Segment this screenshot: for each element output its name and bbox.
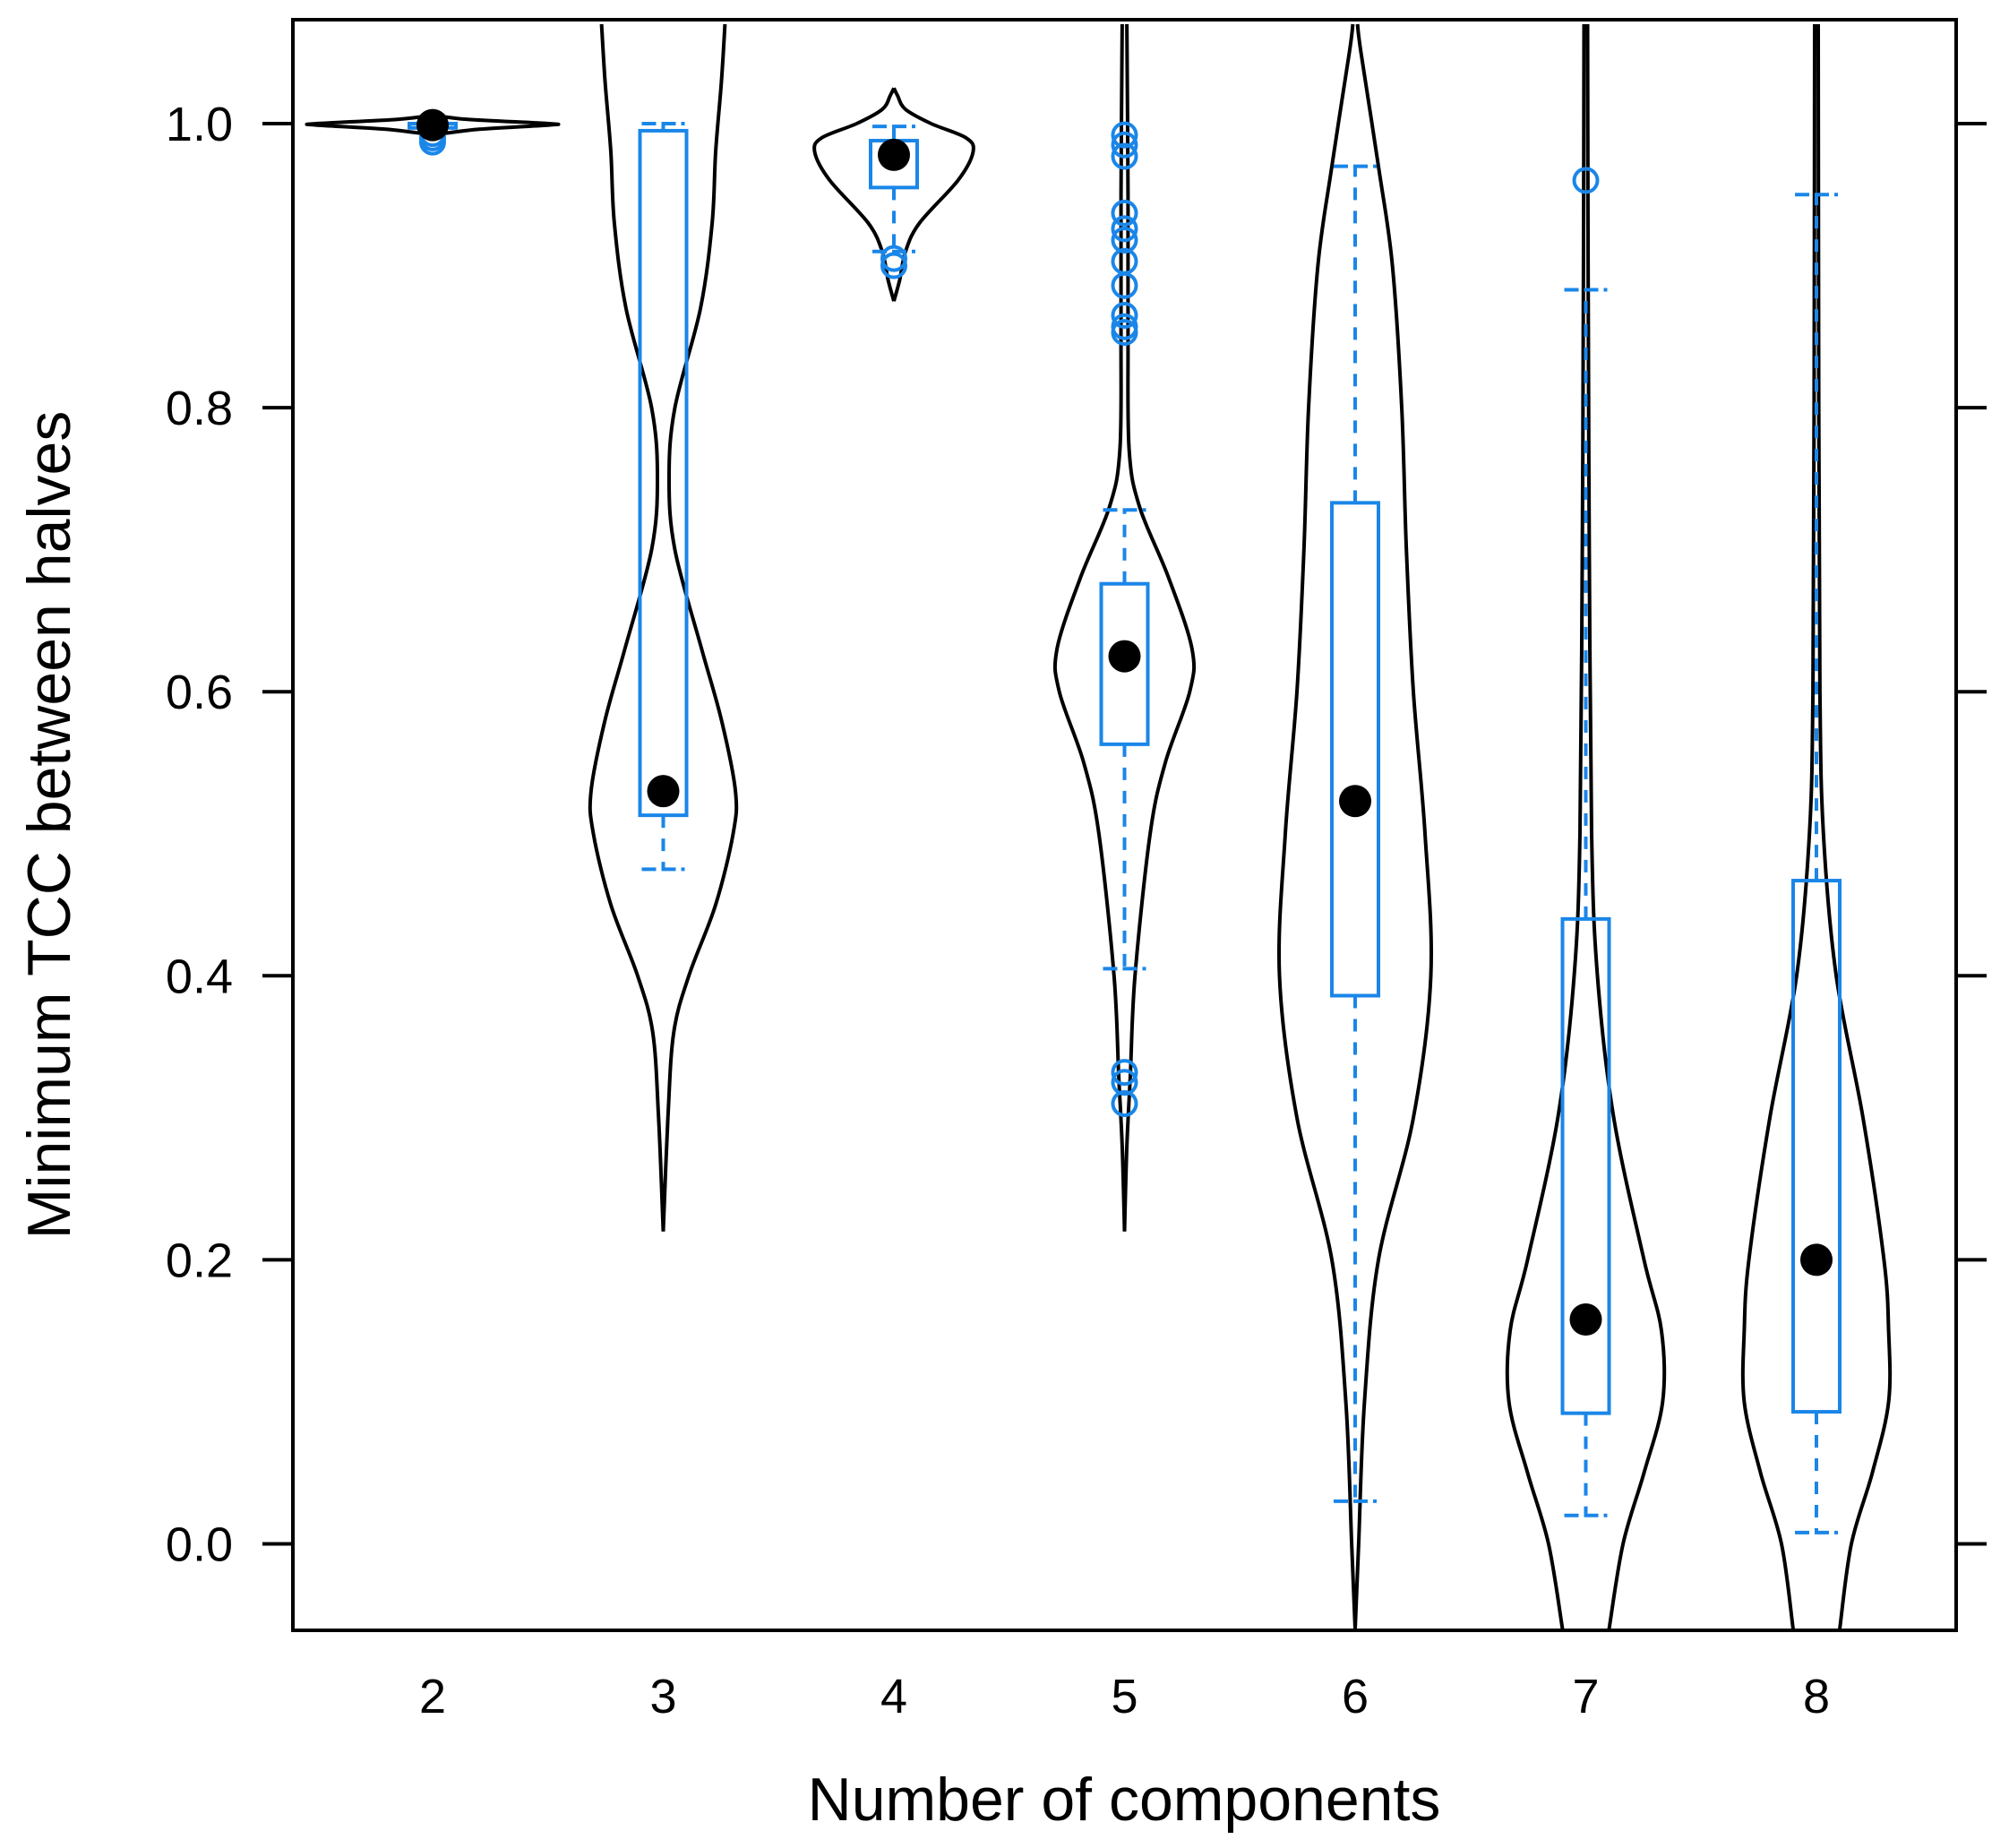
x-axis-title: Number of components xyxy=(808,1766,1441,1834)
outlier-5-2 xyxy=(1111,142,1138,170)
outlier-5-10 xyxy=(1111,319,1138,347)
x-tick-label-2: 2 xyxy=(419,1670,446,1723)
x-tick-label-4: 4 xyxy=(880,1670,907,1723)
outlier-5-8 xyxy=(1111,302,1138,330)
violin-8-left xyxy=(1740,23,1816,1629)
y-axis-title: Minimum TCC between halves xyxy=(15,411,83,1240)
y-tick-label-0.4: 0.4 xyxy=(166,950,233,1003)
group-7 xyxy=(1505,23,1667,1629)
group-5 xyxy=(1052,23,1197,1232)
y-tick-label-0.0: 0.0 xyxy=(166,1518,233,1572)
outlier-5-11 xyxy=(1111,1059,1138,1087)
outlier-5-12 xyxy=(1111,1069,1138,1096)
outlier-5-13 xyxy=(1111,1089,1138,1117)
violin-2-right xyxy=(432,113,561,137)
y-tick-label-1.0: 1.0 xyxy=(166,98,233,151)
median-point-3 xyxy=(647,775,680,808)
median-point-5 xyxy=(1108,640,1141,673)
group-4 xyxy=(812,87,975,302)
outlier-5-4 xyxy=(1111,215,1138,243)
y-tick-label-0.6: 0.6 xyxy=(166,666,233,719)
median-point-4 xyxy=(878,138,910,171)
x-tick-label-5: 5 xyxy=(1111,1670,1138,1723)
x-axis: 2 3 4 5 6 7 8 xyxy=(419,1670,1830,1723)
violin-8-right xyxy=(1816,23,1893,1629)
outlier-5-1 xyxy=(1111,131,1138,159)
outlier-5-3 xyxy=(1111,199,1138,227)
median-point-6 xyxy=(1339,785,1371,818)
group-8 xyxy=(1740,23,1893,1629)
median-point-8 xyxy=(1800,1243,1833,1276)
outlier-7-0 xyxy=(1572,167,1600,194)
violin-6-right xyxy=(1353,23,1434,1629)
violin-7-right xyxy=(1585,23,1667,1629)
group-2 xyxy=(305,108,561,156)
x-tick-label-7: 7 xyxy=(1572,1670,1599,1723)
violin-7-left xyxy=(1505,23,1586,1629)
box-7 xyxy=(1560,916,1611,1415)
box-3 xyxy=(638,128,689,818)
box-6 xyxy=(1330,501,1380,998)
violin-5-left xyxy=(1052,23,1127,1232)
x-tick-label-3: 3 xyxy=(649,1670,676,1723)
violin-3-right xyxy=(661,23,739,1232)
outlier-5-0 xyxy=(1111,121,1138,149)
x-tick-label-6: 6 xyxy=(1342,1670,1369,1723)
box-8 xyxy=(1791,879,1842,1414)
median-point-2 xyxy=(416,108,449,142)
y-tick-label-0.8: 0.8 xyxy=(166,382,233,435)
outlier-5-7 xyxy=(1111,271,1138,299)
median-point-7 xyxy=(1569,1302,1602,1336)
violin-3-left xyxy=(588,23,665,1232)
y-axis: 0.0 0.2 0.4 0.6 0.8 1.0 xyxy=(166,98,1987,1572)
outlier-4-1 xyxy=(880,252,907,279)
outlier-5-5 xyxy=(1111,227,1138,254)
outlier-4-0 xyxy=(880,245,907,272)
group-3 xyxy=(588,23,739,1232)
group-6 xyxy=(1276,23,1434,1629)
box-5 xyxy=(1099,581,1150,746)
violin-5-right xyxy=(1122,23,1197,1232)
y-tick-label-0.2: 0.2 xyxy=(166,1233,233,1287)
x-tick-label-8: 8 xyxy=(1803,1670,1830,1723)
violin-6-left xyxy=(1276,23,1357,1629)
plot-marks xyxy=(305,23,1893,1629)
plot-frame xyxy=(291,18,1958,1632)
violin-2-left xyxy=(305,113,434,137)
